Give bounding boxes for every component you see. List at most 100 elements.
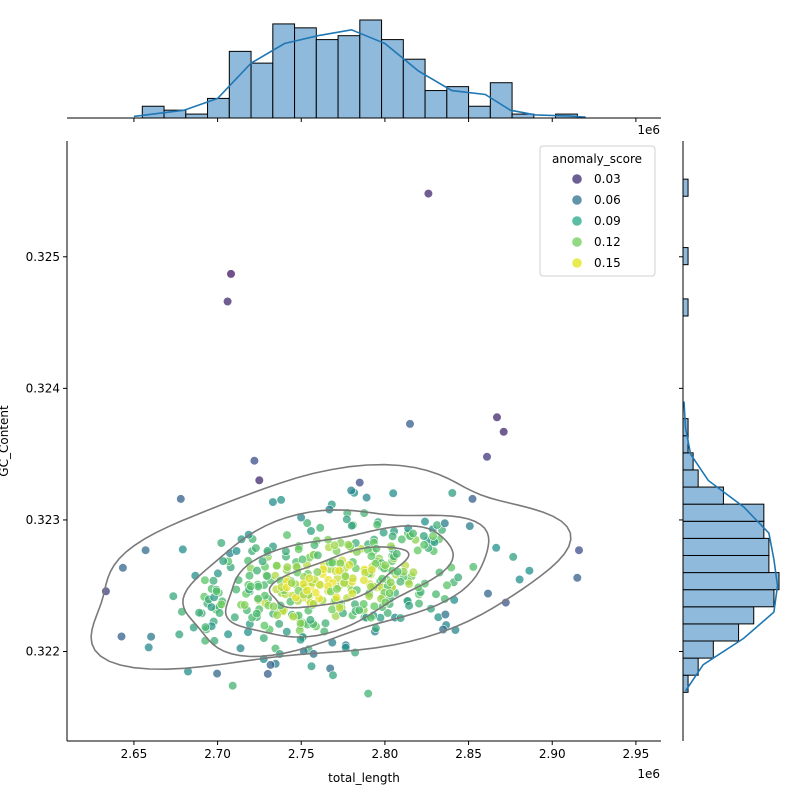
scatter-point <box>244 571 255 581</box>
scatter-point <box>214 608 225 618</box>
scatter-point <box>334 566 344 576</box>
y-hist-bar <box>682 298 689 317</box>
scatter-point <box>178 544 188 555</box>
scatter-point <box>347 521 357 531</box>
x-hist-bar <box>337 35 361 119</box>
scatter-point <box>342 514 352 524</box>
x-tick-label: 2.75 <box>288 747 315 761</box>
scatter-point <box>174 629 184 640</box>
scatter-point <box>413 545 423 556</box>
y-hist-bar <box>682 554 770 574</box>
scatter-point <box>340 571 351 581</box>
x-hist-bar <box>315 39 339 119</box>
scatter-point <box>380 560 390 570</box>
scatter-point <box>302 585 312 596</box>
scatter-point <box>176 494 186 504</box>
scatter-point <box>404 601 414 611</box>
scatter-point <box>572 573 582 583</box>
top-x-offset-label: 1e6 <box>637 123 660 137</box>
scatter-point <box>253 594 263 604</box>
scatter-point <box>288 611 298 622</box>
scatter-point <box>329 540 340 550</box>
legend-title: anomaly_score <box>552 152 642 166</box>
y-hist-bar <box>682 178 689 197</box>
scatter-point <box>276 495 286 505</box>
scatter-point <box>524 566 535 576</box>
scatter-point <box>251 543 261 553</box>
y-tick-label: 0.324 <box>26 381 60 395</box>
scatter-point <box>118 563 128 573</box>
scatter-point <box>467 494 478 504</box>
scatter-point <box>200 636 210 646</box>
scatter-point <box>359 508 369 518</box>
scatter-point <box>395 577 406 587</box>
x-kde-line <box>133 28 586 118</box>
y-tick-label: 0.325 <box>26 250 60 264</box>
scatter-point <box>355 478 365 488</box>
scatter-point <box>397 534 407 545</box>
scatter-point <box>369 601 379 611</box>
x-hist-bar <box>381 39 404 119</box>
scatter-point <box>392 549 402 559</box>
scatter-point <box>141 545 151 555</box>
scatter-point <box>468 562 478 572</box>
y-hist-bar <box>682 657 699 676</box>
x-axis-label: total_length <box>328 771 400 785</box>
y-marginal-histogram <box>682 178 780 693</box>
legend-label: 0.09 <box>594 214 621 228</box>
scatter-point <box>419 540 429 550</box>
legend: anomaly_score 0.03 0.06 0.09 0.12 0.15 <box>539 145 656 277</box>
scatter-point <box>315 523 325 533</box>
scatter-point <box>434 567 445 578</box>
legend-marker <box>572 174 582 184</box>
scatter-point <box>491 543 501 553</box>
x-hist-bar <box>424 90 448 119</box>
scatter-point <box>246 581 256 592</box>
scatter-point <box>453 572 463 583</box>
scatter-point <box>362 493 372 503</box>
scatter-point <box>249 456 259 466</box>
legend-marker <box>572 237 582 247</box>
legend-label: 0.12 <box>594 235 621 249</box>
scatter-point <box>346 485 356 496</box>
scatter-point <box>440 609 451 620</box>
x-tick-label: 2.95 <box>623 747 650 761</box>
scatter-point <box>304 573 314 583</box>
scatter-points <box>101 189 584 699</box>
legend-entries: 0.03 0.06 0.09 0.12 0.15 <box>572 172 621 270</box>
scatter-point <box>212 668 222 679</box>
scatter-point <box>404 579 414 589</box>
scatter-point <box>414 598 424 609</box>
scatter-point <box>230 612 240 622</box>
y-hist-bar <box>682 640 714 659</box>
legend-marker <box>572 258 582 268</box>
scatter-point <box>274 619 284 629</box>
scatter-point <box>499 427 509 437</box>
scatter-point <box>432 520 442 530</box>
scatter-point <box>209 636 219 646</box>
scatter-point <box>431 589 441 599</box>
scatter-point <box>383 608 393 618</box>
scatter-point <box>254 475 264 485</box>
x-marginal-histogram <box>133 19 586 119</box>
y-hist-bar <box>682 503 765 522</box>
y-hist-bar <box>682 623 740 642</box>
scatter-point <box>408 567 419 577</box>
scatter-point <box>266 660 276 670</box>
scatter-point <box>423 189 434 199</box>
scatter-point <box>327 604 337 615</box>
legend-label: 0.03 <box>594 172 621 186</box>
scatter-point <box>296 618 306 628</box>
x-tick-label: 2.65 <box>121 747 148 761</box>
scatter-point <box>259 620 270 631</box>
scatter-point <box>216 599 226 609</box>
scatter-point <box>442 580 452 590</box>
legend-box <box>539 145 656 277</box>
scatter-point <box>371 543 382 554</box>
scatter-point <box>194 608 204 618</box>
scatter-point <box>483 588 493 599</box>
scatter-point <box>335 558 345 568</box>
kde-contour <box>90 463 572 671</box>
scatter-point <box>366 551 377 561</box>
